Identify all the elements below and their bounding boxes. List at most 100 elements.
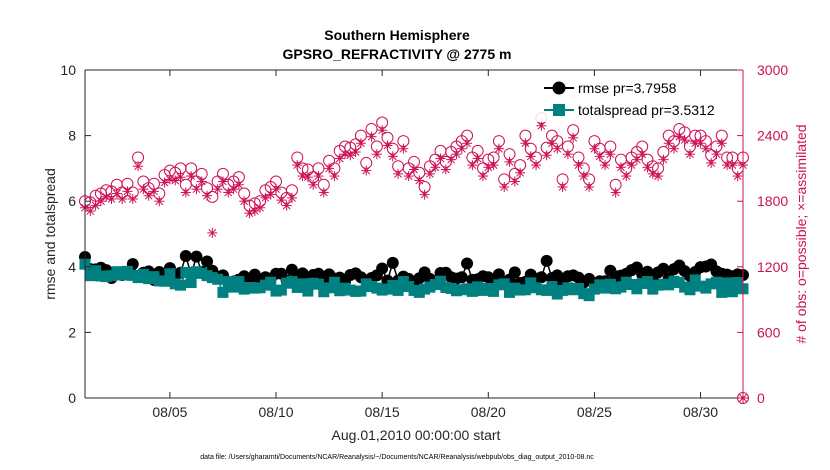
obs-assimilated-point (716, 138, 727, 149)
obs-assimilated-point (642, 162, 653, 173)
obs-assimilated-point (350, 147, 361, 157)
totalspread-point (726, 286, 738, 298)
totalspread-point (233, 276, 245, 288)
x-tick-label: 08/05 (152, 404, 187, 420)
totalspread-point (297, 278, 309, 290)
obs-assimilated-point (578, 171, 589, 182)
totalspread-point (275, 284, 287, 296)
obs-assimilated-point (318, 187, 329, 198)
y-right-tick-label: 0 (757, 390, 765, 406)
obs-assimilated-point (594, 151, 605, 162)
obs-assimilated-point (260, 192, 271, 203)
rmse-point (461, 257, 474, 270)
obs-assimilated-point (552, 143, 563, 154)
obs-assimilated-point (271, 184, 282, 195)
y-left-tick-label: 6 (68, 193, 76, 209)
legend: rmse pr=3.7958 totalspread pr=3.5312 (534, 76, 734, 122)
totalspread-point (546, 280, 558, 292)
obs-assimilated-point (679, 134, 690, 145)
obs-assimilated-point (122, 186, 133, 197)
obs-assimilated-point (493, 143, 504, 154)
totalspread-point (323, 282, 335, 294)
obs-assimilated-point (90, 200, 101, 211)
totalspread-point (684, 284, 696, 296)
obs-assimilated-point (377, 125, 388, 136)
obs-assimilated-point (154, 196, 165, 207)
obs-assimilated-point (531, 160, 542, 171)
obs-assimilated-point (706, 157, 717, 168)
obs-assimilated-point (117, 194, 128, 205)
totalspread-series-layer (79, 258, 749, 302)
obs-assimilated-point (233, 179, 244, 190)
obs-assimilated-point (180, 187, 191, 198)
obs-assimilated-point (281, 200, 292, 211)
obs-assimilated-point (515, 167, 526, 178)
obs-assimilated-point (409, 164, 419, 175)
totalspread-point (212, 273, 224, 285)
y-left-tick-label: 10 (60, 62, 76, 78)
y-left-tick-label: 0 (68, 390, 76, 406)
obs-assimilated-point (520, 138, 531, 149)
obs-assimilated-point (292, 160, 303, 171)
obs-assimilated-point (324, 163, 335, 174)
rmse-point (190, 250, 203, 263)
obs-assimilated-point (562, 149, 573, 160)
obs-assimilated-point (525, 151, 536, 162)
obs-assimilated-point (361, 165, 372, 176)
obs-assimilated-point (488, 160, 499, 171)
rmse-point (540, 254, 553, 267)
obs-assimilated-point (584, 181, 595, 192)
rmse-point (657, 262, 670, 275)
obs-assimilated-point (658, 154, 669, 165)
obs-assimilated-point (217, 176, 228, 187)
obs-assimilated-point (674, 131, 685, 142)
obs-assimilated-point (435, 153, 446, 164)
x-tick-label: 08/15 (365, 404, 400, 420)
legend-rmse-marker (552, 81, 566, 95)
legend-rmse-label: rmse pr=3.7958 (578, 80, 677, 96)
obs-assimilated-point (255, 202, 266, 213)
rmse-point (492, 268, 505, 281)
obs-assimilated-point (133, 161, 144, 172)
obs-assimilated-point (143, 190, 154, 201)
obs-assimilated-point (202, 190, 213, 201)
x-axis-label: Aug.01,2010 00:00:00 start (332, 427, 501, 443)
obs-assimilated-point (313, 171, 324, 182)
obs-assimilated-point (600, 160, 611, 171)
obs-assimilated-point (536, 120, 547, 131)
totalspread-point (392, 284, 404, 296)
totalspread-point (732, 277, 744, 289)
obs-assimilated-point (414, 175, 425, 186)
y-right-tick-label: 600 (757, 324, 781, 340)
data-file-footnote: data file: /Users/gharamti/Documents/NCA… (200, 454, 594, 461)
totalspread-point (217, 286, 229, 298)
obs-assimilated-point (509, 176, 520, 187)
rmse-point (455, 271, 468, 284)
y-right-tick-label: 1200 (757, 259, 788, 275)
obs-assimilated-point (95, 196, 106, 207)
legend-totalspread-label: totalspread pr=3.5312 (578, 102, 715, 118)
obs-assimilated-point (334, 153, 345, 164)
totalspread-point (302, 285, 314, 297)
obs-assimilated-point (615, 162, 626, 173)
plot-background (85, 70, 743, 398)
totalspread-point (488, 285, 500, 297)
totalspread-point (185, 277, 197, 289)
chart-title-line1: Southern Hemisphere (324, 27, 470, 43)
obs-assimilated-point (148, 186, 159, 197)
y-right-tick-label: 1800 (757, 193, 788, 209)
obs-assimilated-point (302, 172, 313, 183)
obs-assimilated-point (589, 143, 600, 154)
obs-assimilated-point (223, 187, 234, 198)
x-tick-label: 08/10 (259, 404, 294, 420)
obs-assimilated-point (186, 171, 197, 182)
y-axis-left-label: rmse and totalspread (42, 168, 58, 300)
totalspread-point (286, 276, 298, 288)
totalspread-point (180, 266, 192, 278)
totalspread-point (641, 276, 653, 288)
obs-assimilated-point (727, 160, 738, 171)
obs-assimilated-point (440, 164, 451, 175)
obs-assimilated-point (387, 151, 398, 162)
obs-assimilated-point (308, 179, 319, 190)
